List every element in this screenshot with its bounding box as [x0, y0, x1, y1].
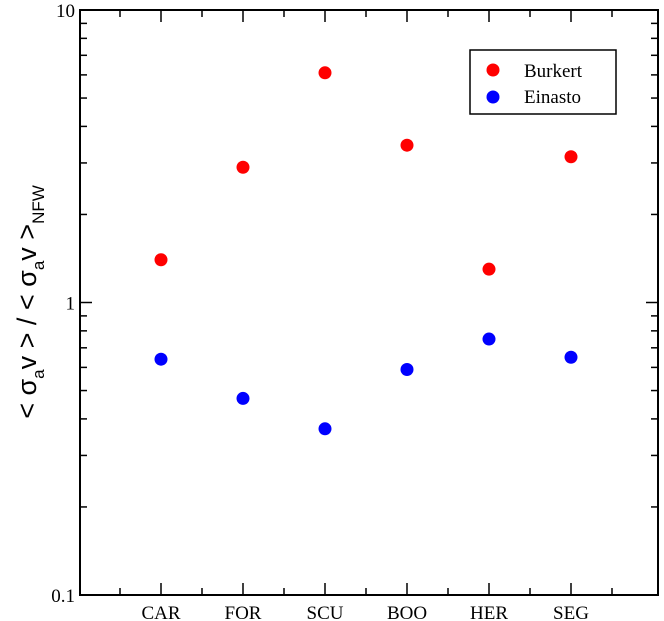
point-einasto-for — [236, 391, 250, 405]
point-burkert-boo — [400, 138, 414, 152]
x-tick-label-boo: BOO — [387, 603, 427, 621]
point-einasto-scu — [318, 422, 332, 436]
point-einasto-her — [482, 332, 496, 346]
y-tick-label: 10 — [56, 1, 75, 22]
point-burkert-scu — [318, 66, 332, 80]
x-tick-label-her: HER — [470, 603, 508, 621]
legend-label-burkert: Burkert — [524, 61, 583, 82]
point-einasto-boo — [400, 363, 414, 377]
legend-label-einasto: Einasto — [524, 87, 581, 108]
y-axis-label: < σav > / < σav >NFW — [12, 185, 48, 419]
y-tick-labels: 0.1 1 10 — [51, 1, 75, 607]
y-tick-label: 1 — [66, 294, 76, 315]
x-tick-label-seg: SEG — [553, 603, 589, 621]
legend-marker-einasto — [486, 90, 500, 104]
point-burkert-car — [154, 253, 168, 267]
legend-marker-burkert — [486, 63, 500, 77]
x-tick-label-car: CAR — [141, 603, 180, 621]
tick-marks — [80, 10, 658, 596]
point-einasto-seg — [564, 350, 578, 364]
x-tick-label-for: FOR — [225, 603, 262, 621]
point-burkert-seg — [564, 150, 578, 164]
data-points — [154, 66, 578, 436]
point-burkert-for — [236, 160, 250, 174]
point-einasto-car — [154, 352, 168, 366]
x-tick-label-scu: SCU — [307, 603, 344, 621]
point-burkert-her — [482, 262, 496, 276]
x-tick-labels: CAR FOR SCU BOO HER SEG — [141, 603, 589, 621]
y-tick-label: 0.1 — [51, 586, 75, 607]
